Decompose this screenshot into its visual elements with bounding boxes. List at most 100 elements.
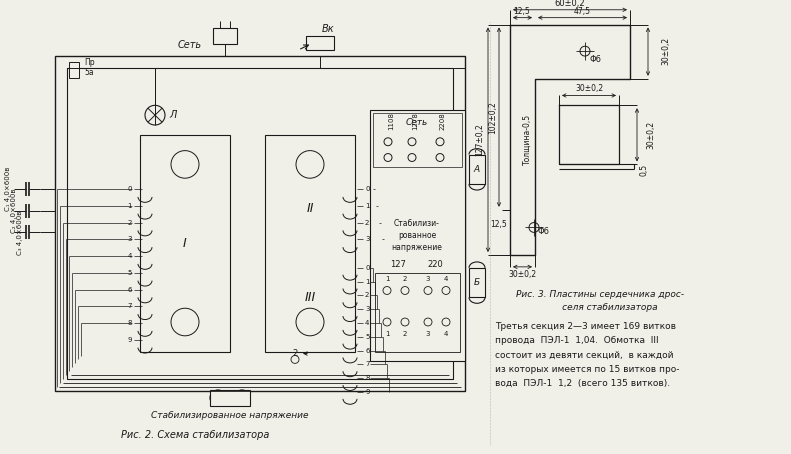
Circle shape	[436, 138, 444, 146]
Text: Вк: Вк	[322, 25, 335, 35]
Circle shape	[296, 308, 324, 336]
Text: Б: Б	[474, 278, 480, 287]
Circle shape	[296, 151, 324, 178]
Text: селя стабилизатора: селя стабилизатора	[542, 303, 658, 312]
Text: 1278: 1278	[412, 112, 418, 130]
Text: Φ6: Φ6	[538, 227, 550, 236]
Bar	[140, 135, 230, 351]
Text: 7: 7	[365, 361, 369, 367]
Text: состоит из девяти секций,  в каждой: состоит из девяти секций, в каждой	[495, 350, 673, 360]
Text: 0: 0	[365, 186, 369, 192]
Bar	[69, 62, 79, 78]
Text: 3: 3	[365, 236, 369, 242]
Text: 2208: 2208	[440, 112, 446, 130]
Bar	[306, 36, 334, 50]
Text: Стабилизированное напряжение: Стабилизированное напряжение	[151, 411, 308, 420]
Text: напряжение: напряжение	[392, 242, 442, 252]
Text: 127±0,2: 127±0,2	[475, 123, 485, 156]
Circle shape	[145, 105, 165, 125]
Bar	[213, 29, 237, 44]
Text: вода  ПЭЛ-1  1,2  (всего 135 витков).: вода ПЭЛ-1 1,2 (всего 135 витков).	[495, 379, 670, 388]
Text: 0: 0	[365, 265, 369, 271]
Text: 1: 1	[384, 331, 389, 337]
Circle shape	[384, 153, 392, 162]
Text: 6: 6	[127, 286, 132, 292]
Text: С₃ 4,0×600в: С₃ 4,0×600в	[17, 210, 23, 255]
Circle shape	[401, 318, 409, 326]
Text: 6: 6	[365, 348, 369, 354]
Circle shape	[442, 286, 450, 295]
Text: II: II	[306, 202, 314, 215]
Text: 4: 4	[365, 320, 369, 326]
Bar	[373, 113, 462, 168]
Text: Сеть: Сеть	[406, 118, 428, 127]
Circle shape	[171, 151, 199, 178]
Text: Φ6: Φ6	[589, 54, 601, 64]
Bar	[469, 154, 485, 184]
Circle shape	[234, 390, 250, 406]
Text: 4: 4	[444, 331, 448, 337]
Circle shape	[408, 153, 416, 162]
Text: С₂ 4,0×600в: С₂ 4,0×600в	[11, 188, 17, 233]
Bar	[67, 68, 453, 379]
Text: 3: 3	[365, 306, 369, 312]
Bar	[375, 273, 460, 351]
Text: 2: 2	[365, 292, 369, 298]
Text: 30±0,2: 30±0,2	[661, 37, 671, 65]
Text: 3: 3	[127, 236, 132, 242]
Text: 30±0,2: 30±0,2	[646, 121, 656, 149]
Text: из которых имеется по 15 витков про-: из которых имеется по 15 витков про-	[495, 365, 679, 374]
Text: рованное: рованное	[398, 231, 436, 240]
Circle shape	[291, 355, 299, 363]
Text: Рис. 2. Схема стабилизатора: Рис. 2. Схема стабилизатора	[121, 430, 269, 440]
Text: 60±0,2: 60±0,2	[554, 0, 585, 8]
Text: 0: 0	[127, 186, 132, 192]
Text: Третья секция 2—3 имеет 169 витков: Третья секция 2—3 имеет 169 витков	[495, 322, 676, 331]
Text: 12,5: 12,5	[513, 7, 531, 16]
Text: 2: 2	[403, 276, 407, 281]
Bar	[55, 56, 465, 391]
Circle shape	[210, 390, 226, 406]
Text: 4: 4	[127, 253, 132, 259]
Text: 2: 2	[293, 349, 297, 358]
Text: 1: 1	[127, 203, 132, 209]
Text: Пр
5а: Пр 5а	[84, 58, 95, 78]
Bar	[218, 390, 242, 406]
Bar	[265, 135, 355, 351]
Circle shape	[383, 318, 391, 326]
Circle shape	[401, 286, 409, 295]
Text: 1: 1	[384, 276, 389, 281]
Text: 9: 9	[127, 337, 132, 343]
Text: 0,5: 0,5	[639, 164, 649, 177]
Bar	[370, 110, 465, 361]
Text: 7: 7	[127, 303, 132, 309]
Text: 220: 220	[427, 261, 443, 269]
Text: 3: 3	[426, 331, 430, 337]
Text: 4: 4	[444, 276, 448, 281]
Text: 3: 3	[426, 276, 430, 281]
Text: 30±0,2: 30±0,2	[508, 270, 536, 279]
Text: 102±0,2: 102±0,2	[489, 101, 498, 133]
Bar	[210, 390, 250, 406]
Circle shape	[383, 286, 391, 295]
Text: провода  ПЭЛ-1  1,04.  Обмотка  III: провода ПЭЛ-1 1,04. Обмотка III	[495, 336, 659, 345]
Text: Толщина-0,5: Толщина-0,5	[523, 114, 532, 165]
Text: 1: 1	[365, 279, 369, 285]
Text: I: I	[184, 237, 187, 250]
Circle shape	[384, 138, 392, 146]
Text: С₁ 4,0×600в: С₁ 4,0×600в	[5, 167, 11, 211]
Text: Рис. 3. Пластины сердечника дрос-: Рис. 3. Пластины сердечника дрос-	[516, 290, 684, 299]
Circle shape	[171, 308, 199, 336]
Circle shape	[442, 318, 450, 326]
Text: 1: 1	[365, 203, 369, 209]
Circle shape	[424, 318, 432, 326]
Circle shape	[436, 153, 444, 162]
Circle shape	[424, 286, 432, 295]
Text: III: III	[305, 291, 316, 304]
Circle shape	[580, 46, 590, 56]
Text: Стабилизи-: Стабилизи-	[394, 219, 440, 228]
Bar	[469, 268, 485, 297]
Text: Сеть: Сеть	[178, 40, 202, 50]
Text: 30±0,2: 30±0,2	[575, 84, 603, 93]
Text: 1108: 1108	[388, 112, 394, 130]
